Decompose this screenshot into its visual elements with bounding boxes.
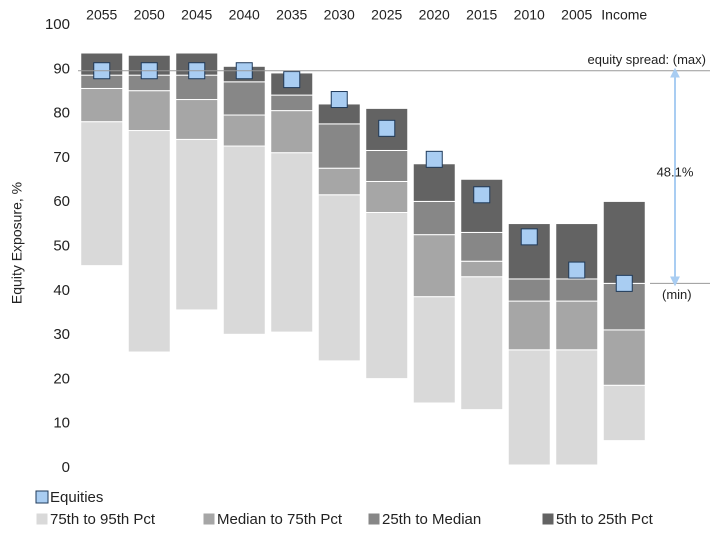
y-tick-label: 70 xyxy=(53,149,70,166)
bar-segment xyxy=(555,278,599,302)
bar-segment xyxy=(507,300,551,351)
legend-label: Median to 75th Pct xyxy=(217,511,343,528)
x-tick-label: 2030 xyxy=(324,7,355,23)
x-tick-label: Income xyxy=(601,7,647,23)
equity-marker xyxy=(330,91,348,109)
y-tick-label: 80 xyxy=(53,105,70,122)
y-tick-label: 50 xyxy=(53,237,70,254)
bar-segment xyxy=(365,149,409,182)
legend-swatch xyxy=(35,512,49,526)
y-tick-label: 90 xyxy=(53,60,70,77)
bar-segment xyxy=(602,329,646,386)
x-tick-label: 2010 xyxy=(514,7,545,23)
bar-segment xyxy=(602,384,646,442)
bar-segment xyxy=(127,90,171,132)
bar-base xyxy=(223,334,265,465)
legend-swatch xyxy=(541,512,555,526)
bar-base xyxy=(366,379,408,465)
bar-segment xyxy=(412,234,456,298)
bar-segment xyxy=(270,152,314,333)
bar-segment xyxy=(507,278,551,302)
bar-segment xyxy=(317,123,361,169)
y-tick-label: 0 xyxy=(62,459,70,476)
y-tick-label: 10 xyxy=(53,415,70,432)
bar-segment xyxy=(460,260,504,278)
bar-base xyxy=(128,352,170,465)
bar-segment xyxy=(412,200,456,236)
min-label: (min) xyxy=(662,287,692,302)
legend-label: 5th to 25th Pct xyxy=(556,511,654,528)
x-tick-label: 2055 xyxy=(86,7,117,23)
legend-swatch xyxy=(367,512,381,526)
legend-label: Equities xyxy=(50,489,103,506)
equity-marker xyxy=(425,150,443,168)
legend-label: 75th to 95th Pct xyxy=(50,511,156,528)
bar-segment xyxy=(365,211,409,380)
x-tick-label: 2025 xyxy=(371,7,402,23)
bar-segment xyxy=(365,180,409,213)
equity-marker xyxy=(520,228,538,246)
bar-base xyxy=(81,266,123,465)
legend-swatch xyxy=(35,490,49,504)
y-tick-label: 100 xyxy=(45,16,70,33)
bar-base xyxy=(318,361,360,465)
legend-swatch xyxy=(202,512,216,526)
x-tick-label: 2015 xyxy=(466,7,497,23)
y-tick-label: 20 xyxy=(53,370,70,387)
bar-segment xyxy=(412,163,456,202)
bar-segment xyxy=(222,114,266,147)
equity-marker xyxy=(568,261,586,279)
bar-segment xyxy=(80,87,124,123)
bar-segment xyxy=(175,138,219,311)
x-tick-label: 2040 xyxy=(229,7,260,23)
bar-segment xyxy=(80,121,124,267)
equity-marker xyxy=(473,186,491,204)
bar-base xyxy=(461,410,503,465)
bar-segment xyxy=(460,231,504,262)
bar-segment xyxy=(222,145,266,335)
bar-segment xyxy=(175,99,219,140)
spread-label: 48.1% xyxy=(657,164,694,179)
bar-segment xyxy=(555,349,599,466)
bar-segment xyxy=(222,81,266,116)
bar-base xyxy=(603,441,645,465)
bar-segment xyxy=(317,194,361,362)
bar-segment xyxy=(270,94,314,112)
y-tick-label: 40 xyxy=(53,282,70,299)
bar-segment xyxy=(555,300,599,351)
bar-segment xyxy=(270,110,314,154)
x-tick-label: 2020 xyxy=(419,7,450,23)
bar-segment xyxy=(507,349,551,466)
x-tick-label: 2005 xyxy=(561,7,592,23)
x-tick-label: 2045 xyxy=(181,7,212,23)
equity-marker xyxy=(615,274,633,292)
bar-segment xyxy=(317,167,361,196)
x-tick-label: 2035 xyxy=(276,7,307,23)
bar-segment xyxy=(127,130,171,353)
bar-base xyxy=(176,310,218,465)
bar-base xyxy=(271,332,313,465)
legend-label: 25th to Median xyxy=(382,511,481,528)
bar-segment xyxy=(602,200,646,284)
bar-base xyxy=(413,403,455,465)
y-tick-label: 30 xyxy=(53,326,70,343)
bar-segment xyxy=(460,276,504,411)
bar-segment xyxy=(412,296,456,404)
y-axis-label: Equity Exposure, % xyxy=(9,182,25,304)
max-label: equity spread: (max) xyxy=(588,52,707,67)
equity-marker xyxy=(283,71,301,89)
equity-marker xyxy=(378,119,396,137)
x-tick-label: 2050 xyxy=(134,7,165,23)
y-tick-label: 60 xyxy=(53,193,70,210)
